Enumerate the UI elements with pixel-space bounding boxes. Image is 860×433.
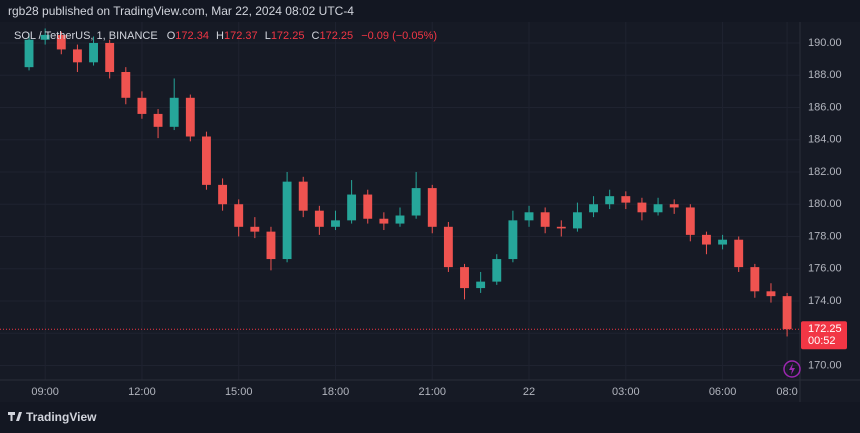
x-tick-label: 22: [523, 386, 535, 398]
y-tick-label: 188.00: [808, 69, 842, 81]
candle-body: [185, 97, 195, 137]
candle-body: [250, 226, 260, 232]
candle-body: [314, 210, 324, 227]
candle-body: [266, 231, 276, 260]
x-tick-label: 08:0: [776, 386, 797, 398]
candle-body: [347, 194, 357, 221]
candle-body: [621, 196, 631, 203]
y-tick-label: 186.00: [808, 101, 842, 113]
candle-body: [379, 218, 389, 224]
ohlc-label: O: [167, 30, 176, 42]
candle-body: [56, 34, 66, 50]
candle-body: [137, 97, 147, 114]
y-tick-label: 190.00: [808, 37, 842, 49]
candle-body: [460, 267, 469, 289]
alert-icon-bolt: [789, 363, 795, 375]
price-tag: [801, 321, 847, 350]
x-tick-label: 18:00: [322, 386, 350, 398]
candle-body: [508, 220, 518, 260]
candle-body: [718, 239, 728, 245]
candle-body: [105, 42, 115, 72]
candle-body: [782, 296, 792, 330]
candle-body: [121, 71, 131, 98]
symbol: SOL / TetherUS, 1, BINANCE: [14, 30, 158, 42]
y-tick-label: 174.00: [808, 295, 842, 307]
change: −0.09 (−0.05%): [361, 30, 437, 42]
candle-body: [589, 204, 598, 213]
candle-body: [72, 49, 82, 63]
ohlc-label: L: [265, 30, 271, 42]
candle-body: [202, 136, 211, 185]
candle-body: [411, 188, 421, 216]
candle-body: [605, 196, 615, 205]
candle-body: [24, 39, 34, 68]
candle-body: [443, 226, 453, 268]
ohlc-value: 172.34: [175, 30, 209, 42]
candle-body: [153, 113, 163, 127]
candle-body: [669, 204, 679, 208]
y-tick-label: 180.00: [808, 198, 842, 210]
x-tick-label: 15:00: [225, 386, 253, 398]
x-tick-label: 12:00: [128, 386, 156, 398]
ohlc-value: 172.25: [271, 30, 305, 42]
publisher: rgb28 published on TradingView.com, Mar …: [8, 4, 354, 18]
price-tag-countdown: 00:52: [808, 335, 836, 347]
brand: TradingView: [26, 410, 97, 424]
candle-body: [89, 42, 98, 63]
y-tick-label: 170.00: [808, 359, 842, 371]
x-tick-label: 21:00: [418, 386, 446, 398]
candle-body: [750, 267, 760, 292]
candle-body: [218, 184, 228, 205]
candle-body: [540, 212, 550, 227]
ohlc-value: 172.25: [319, 30, 353, 42]
y-tick-label: 184.00: [808, 134, 842, 146]
candle-body: [524, 212, 534, 221]
logo-mark: [8, 412, 22, 421]
candle-body: [492, 259, 502, 282]
x-tick-label: 03:00: [612, 386, 640, 398]
x-tick-label: 09:00: [31, 386, 59, 398]
candle-body: [427, 188, 437, 227]
legend: SOL / TetherUS, 1, BINANCE O172.34 H172.…: [14, 30, 437, 42]
y-tick-label: 176.00: [808, 263, 842, 275]
candle-body: [363, 194, 373, 219]
ohlc-value: 172.37: [224, 30, 258, 42]
candle-body: [234, 204, 244, 227]
candle-body: [282, 181, 292, 260]
candle-body: [476, 281, 486, 289]
candle-body: [556, 226, 566, 229]
candle-body: [734, 239, 744, 268]
candle-body: [637, 202, 647, 213]
price-tag-value: 172.25: [808, 323, 842, 335]
brand-logo: [8, 412, 22, 421]
candle-body: [331, 220, 340, 227]
x-tick-label: 06:00: [709, 386, 737, 398]
candle-body: [685, 207, 695, 235]
plot: [0, 22, 800, 380]
candle-body: [40, 34, 50, 40]
ohlc-label: H: [216, 30, 224, 42]
candle-body: [298, 181, 308, 211]
y-tick-label: 178.00: [808, 230, 842, 242]
candle-body: [766, 291, 776, 297]
candle-body: [169, 97, 179, 127]
candle-body: [395, 215, 405, 224]
ohlc-label: C: [312, 30, 320, 42]
y-tick-label: 182.00: [808, 166, 842, 178]
candle-body: [572, 212, 582, 229]
candle-body: [653, 204, 663, 213]
alert-icon[interactable]: [783, 360, 801, 378]
candle-body: [702, 234, 711, 245]
